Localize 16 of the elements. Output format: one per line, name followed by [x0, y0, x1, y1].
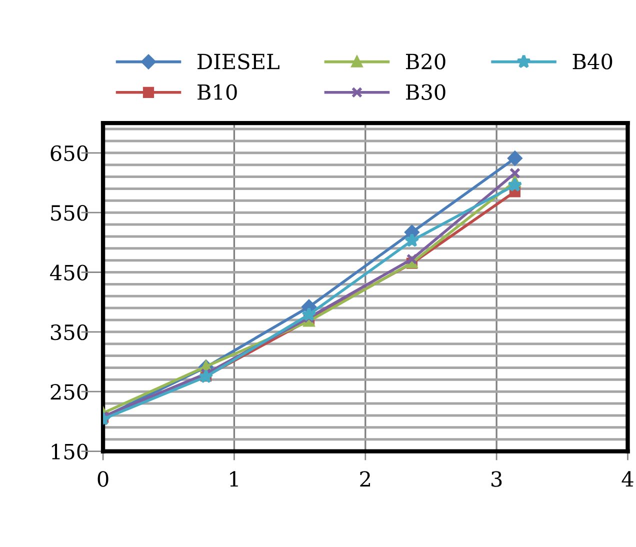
legend-label: B10 [198, 84, 237, 100]
y-tick-label: 650 [50, 145, 88, 162]
y-tick-label: 350 [50, 324, 88, 340]
x-tick-label: 1 [230, 471, 238, 487]
y-tick-label: 450 [50, 264, 88, 280]
x-tick-label: 4 [622, 471, 634, 487]
x-tick-label: 2 [360, 471, 370, 487]
legend-label: B20 [406, 54, 446, 70]
legend-label: B40 [572, 54, 612, 70]
y-tick-label: 150 [52, 444, 88, 460]
y-tick-label: 250 [50, 384, 88, 400]
x-tick-label: 3 [492, 471, 502, 487]
y-tick-label: 550 [51, 205, 88, 221]
legend-label: B30 [406, 84, 446, 100]
legend-label: DIESEL [198, 54, 280, 70]
x-tick-label: 0 [98, 471, 108, 487]
